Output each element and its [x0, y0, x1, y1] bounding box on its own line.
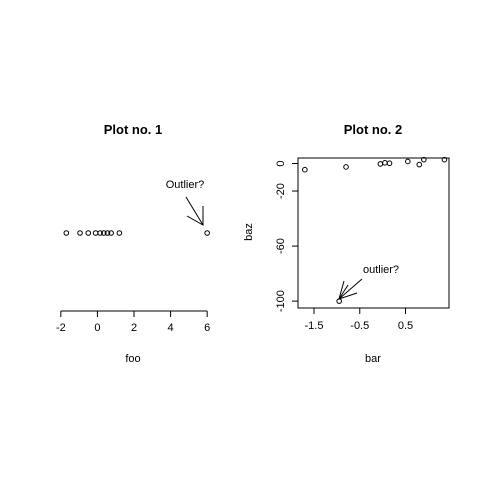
plot-1-x-label: foo [125, 353, 140, 365]
plot-2: Plot no. 2 -1.5 -0.5 0.5 0 -20 -60 -100 bar b… [243, 122, 450, 365]
plot-1: Plot no. 1 -2 0 2 4 6 foo Outlier? [56, 122, 210, 365]
plot-2-x-tick-label-1: -0.5 [350, 320, 369, 332]
plot-1-point-7 [108, 230, 114, 236]
plot-2-y-tick-label-0: 0 [275, 160, 287, 166]
plot-1-arrow-shaft [185, 196, 204, 226]
plot-2-x-tick-label-2: 0.5 [398, 320, 413, 332]
plot-2-point-6 [405, 158, 411, 165]
plot-2-y-label: baz [243, 223, 255, 241]
plot-1-point-6 [104, 230, 111, 236]
plot-2-arrow-shaft-1 [338, 278, 363, 300]
plot-2-arrow-head [338, 280, 358, 300]
plot-1-arrow-head [186, 206, 204, 226]
plot-2-point-9 [441, 156, 448, 163]
plot-2-arrow-shaft-2 [338, 284, 349, 300]
plot-2-point-8 [421, 156, 427, 163]
plot-2-y-tick-label-1: -20 [275, 183, 287, 199]
plot-1-point-8 [116, 230, 123, 236]
plot-1-point-9 [204, 230, 210, 236]
plot-1-point-1 [77, 230, 83, 236]
plot-1-title: Plot no. 1 [104, 122, 163, 137]
plot-2-point-1 [336, 298, 342, 304]
plot-2-annotation: outlier? [363, 264, 399, 276]
plot-1-x-tick-label-4: 6 [204, 322, 210, 334]
plot-1-point-5 [101, 230, 107, 236]
plot-1-point-2 [85, 230, 92, 236]
plot-2-y-tick-label-3: -100 [275, 290, 287, 312]
plot-2-point-2 [343, 164, 349, 170]
plot-2-y-tick-label-2: -60 [275, 238, 287, 254]
plot-1-x-tick-label-0: -2 [56, 322, 66, 334]
plot-2-point-3 [377, 161, 384, 167]
plot-1-annotation: Outlier? [166, 179, 205, 191]
plot-1-point-0 [63, 230, 70, 236]
plot-2-point-4 [382, 160, 388, 166]
plot-1-x-tick-label-1: 0 [94, 322, 100, 334]
plot-2-point-7 [416, 161, 423, 168]
plot-2-box [297, 157, 450, 309]
plot-1-point-4 [97, 230, 103, 236]
plot-2-title: Plot no. 2 [344, 122, 403, 137]
plot-1-x-tick-label-3: 4 [168, 322, 174, 334]
plot-1-x-tick-label-2: 2 [131, 322, 137, 334]
plot-2-point-5 [386, 160, 393, 167]
plot-1-point-3 [92, 230, 99, 236]
plot-2-x-label: bar [365, 353, 381, 365]
plot-2-x-tick-label-0: -1.5 [305, 320, 324, 332]
plot-2-point-0 [302, 166, 308, 173]
